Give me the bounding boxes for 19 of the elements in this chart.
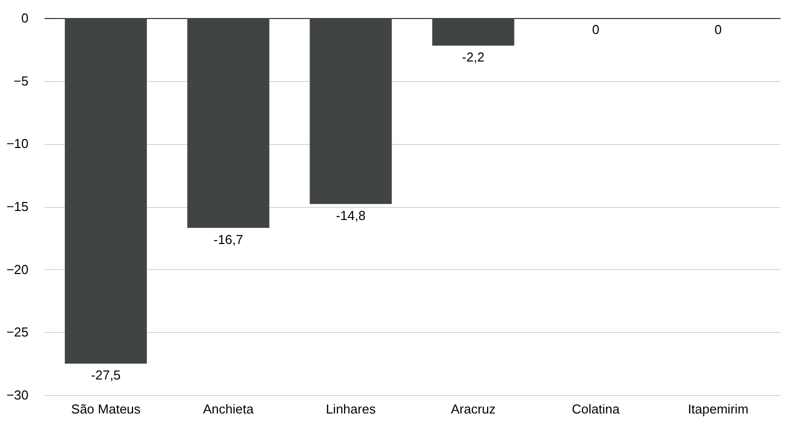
y-tick-label: −15 (6, 199, 28, 214)
x-tick-label: Itapemirim (688, 402, 748, 416)
y-tick-label: −10 (6, 136, 28, 152)
x-tick-label: Aracruz (450, 402, 496, 416)
data-label: -2,2 (462, 50, 484, 65)
y-tick-label: −20 (6, 262, 28, 277)
x-tick-label: Linhares (326, 402, 376, 416)
data-label: -27,5 (91, 368, 121, 383)
data-label: -16,7 (213, 232, 244, 247)
y-tick-label: −30 (6, 388, 28, 402)
data-label: 0 (592, 22, 600, 37)
data-label: 0 (714, 22, 722, 37)
y-tick-label: 0 (21, 10, 28, 26)
x-tick-label: São Mateus (71, 402, 142, 416)
y-tick-label: −25 (6, 324, 28, 340)
x-tick-label: Colatina (572, 402, 620, 416)
data-label: -14,8 (336, 208, 366, 223)
y-tick-label: −5 (14, 73, 28, 88)
x-tick-label: Anchieta (203, 402, 254, 416)
